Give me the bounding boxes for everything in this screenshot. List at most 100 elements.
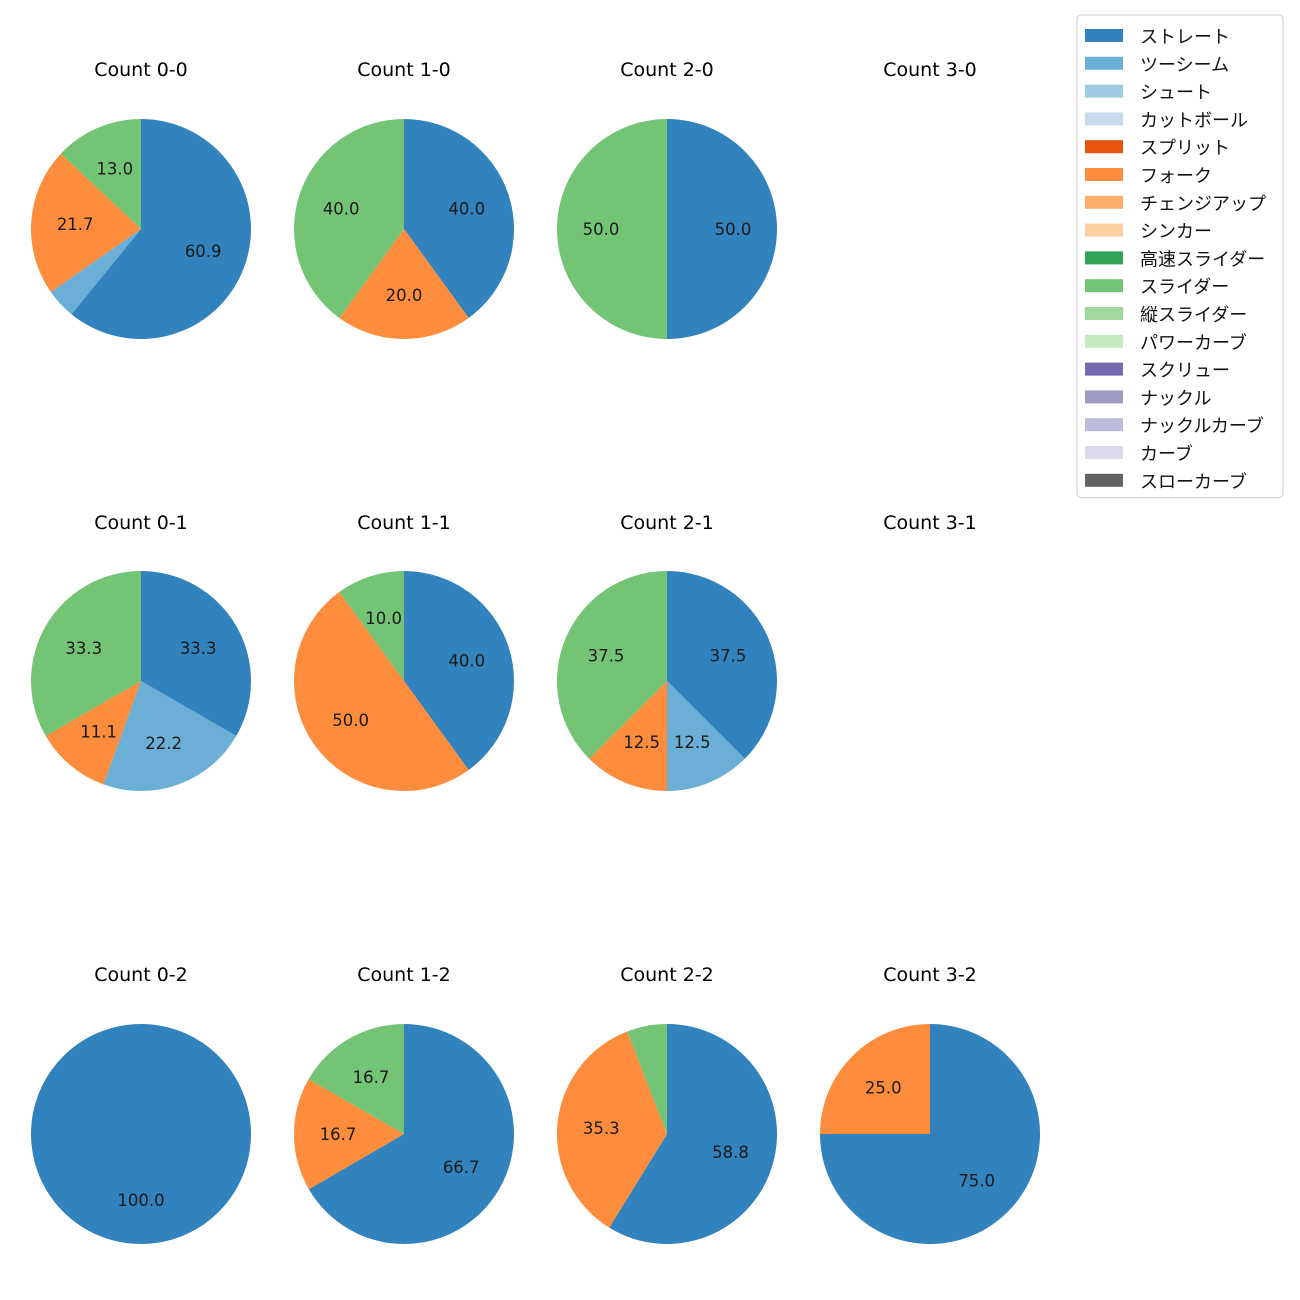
pie-slice [308,1024,404,1134]
slice-label: 25.0 [865,1078,902,1097]
legend-label: カーブ [1140,443,1193,465]
slice-label: 35.3 [583,1119,620,1138]
legend-swatch [1085,446,1123,459]
slice-label: 16.7 [320,1125,357,1144]
legend-label: フォーク [1140,166,1212,187]
pie-chart: Count 1-1 40.0 50.0 10.0 [293,512,515,792]
legend-swatch [1085,362,1123,376]
chart-title: Count 2-2 [620,964,714,986]
legend-item: スローカーブ [1085,471,1247,493]
legend-label: ナックル [1140,388,1211,409]
pie-slice [293,592,469,792]
slice-label: 13.0 [96,159,133,178]
pie-slice [339,229,469,340]
pie-chart: Count 0-1 33.3 22.2 11.1 33.3 [31,512,251,792]
legend-item: 縦スライダー [1085,305,1247,326]
chart-title: Count 0-2 [94,964,188,986]
slice-label: 40.0 [448,200,485,219]
legend-label: スライダー [1140,277,1229,298]
slice-label: 40.0 [323,200,360,219]
legend: ストレートツーシームシュートカットボールスプリットフォークチェンジアップシンカー… [1076,14,1284,499]
slice-label: 10.0 [365,609,402,628]
legend-label: カットボール [1140,110,1248,131]
legend-item: ナックル [1085,388,1211,409]
legend-swatch [1085,279,1123,293]
pie-slice [404,119,515,318]
legend-label: ツーシーム [1140,55,1229,76]
legend-item: フォーク [1085,166,1212,187]
chart-title: Count 1-1 [357,512,451,534]
chart-title: Count 0-0 [94,59,188,81]
pie-slice [820,1024,930,1134]
slice-label: 16.7 [353,1068,390,1087]
chart-title: Count 2-0 [620,59,714,81]
slice-label: 100.0 [117,1191,164,1210]
legend-swatch [1085,473,1123,487]
slice-label: 50.0 [583,220,620,239]
legend-swatch [1085,112,1123,126]
legend-label: スプリット [1140,138,1230,159]
slice-label: 22.2 [145,734,182,753]
slice-label: 66.7 [443,1158,480,1177]
legend-item: カットボール [1085,110,1248,131]
chart-title: Count 0-1 [94,512,188,534]
pie-slice [60,119,142,229]
legend-label: スクリュー [1140,361,1230,382]
pie-slice [31,153,141,292]
chart-title: Count 3-2 [883,964,977,986]
pie-slice [667,571,777,759]
pie-chart: Count 1-2 66.7 16.7 16.7 [293,964,514,1244]
legend-label: パワーカーブ [1140,332,1247,354]
legend-label: スローカーブ [1140,471,1247,493]
legend-item: シンカー [1085,222,1212,243]
legend-swatch [1085,140,1123,154]
slice-label: 75.0 [958,1172,995,1191]
legend-item: チェンジアップ [1085,194,1266,215]
legend-item: ツーシーム [1085,55,1229,76]
legend-swatch [1085,418,1123,432]
chart-title: Count 1-2 [357,964,451,986]
pie-chart: Count 2-1 37.5 12.5 12.5 37.5 [557,512,777,791]
legend-swatch [1085,84,1123,98]
legend-item: スライダー [1085,277,1229,298]
slice-label: 50.0 [715,220,752,239]
pie-slice [557,571,667,759]
legend-swatch [1085,168,1123,181]
pie-slice [308,1024,514,1244]
pie-slice [141,571,251,736]
legend-swatch [1085,29,1123,42]
pie-chart: Count 3-0 [883,59,977,81]
legend-swatch [1085,334,1123,348]
pie-slice [556,1031,667,1228]
slice-label: 58.8 [712,1143,749,1162]
legend-label: チェンジアップ [1140,194,1266,215]
legend-label: シュート [1140,83,1212,104]
slice-label: 20.0 [386,286,423,305]
slice-label: 12.5 [623,733,660,752]
legend-item: カーブ [1085,443,1193,465]
pie-slice [589,681,667,791]
legend-item: スプリット [1085,138,1230,159]
pie-slice [609,1024,777,1244]
pie-slice [557,119,667,339]
slice-label: 11.1 [80,723,117,742]
legend-label: 高速スライダー [1140,249,1265,270]
legend-item: ナックルカーブ [1085,415,1264,437]
legend-swatch [1085,390,1123,404]
pie-slice [103,681,237,792]
legend-swatch [1085,56,1123,70]
legend-label: 縦スライダー [1140,305,1247,326]
legend-frame [1076,14,1284,499]
slice-label: 40.0 [448,652,485,671]
slice-label: 37.5 [588,647,625,666]
slice-label: 33.3 [180,639,217,658]
legend-swatch [1085,223,1123,237]
slice-label: 50.0 [332,711,369,730]
legend-label: シンカー [1140,222,1212,243]
pie-slice [404,571,515,770]
legend-item: スクリュー [1085,361,1230,382]
legend-label: ストレート [1140,27,1230,48]
pie-chart: Count 2-0 50.0 50.0 [557,59,777,339]
pie-slice [339,571,404,681]
